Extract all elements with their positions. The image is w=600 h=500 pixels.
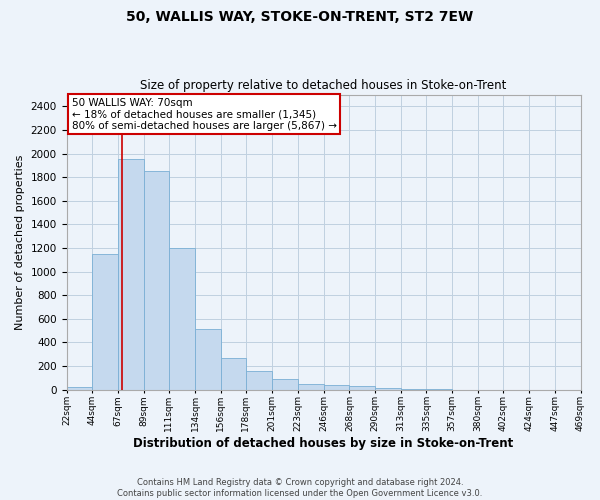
Bar <box>401 389 427 390</box>
Bar <box>324 386 349 390</box>
Bar <box>298 384 324 390</box>
Bar <box>221 358 246 390</box>
Bar <box>349 386 374 390</box>
X-axis label: Distribution of detached houses by size in Stoke-on-Trent: Distribution of detached houses by size … <box>133 437 514 450</box>
Text: 50, WALLIS WAY, STOKE-ON-TRENT, ST2 7EW: 50, WALLIS WAY, STOKE-ON-TRENT, ST2 7EW <box>127 10 473 24</box>
Y-axis label: Number of detached properties: Number of detached properties <box>15 154 25 330</box>
Bar <box>196 330 221 390</box>
Bar <box>246 371 272 390</box>
Bar <box>272 379 298 390</box>
Bar <box>143 171 169 390</box>
Bar <box>118 160 143 390</box>
Bar <box>374 388 401 390</box>
Bar <box>169 248 196 390</box>
Text: 50 WALLIS WAY: 70sqm
← 18% of detached houses are smaller (1,345)
80% of semi-de: 50 WALLIS WAY: 70sqm ← 18% of detached h… <box>71 98 337 130</box>
Text: Contains HM Land Registry data © Crown copyright and database right 2024.
Contai: Contains HM Land Registry data © Crown c… <box>118 478 482 498</box>
Bar <box>92 254 118 390</box>
Title: Size of property relative to detached houses in Stoke-on-Trent: Size of property relative to detached ho… <box>140 79 507 92</box>
Bar <box>67 386 92 390</box>
